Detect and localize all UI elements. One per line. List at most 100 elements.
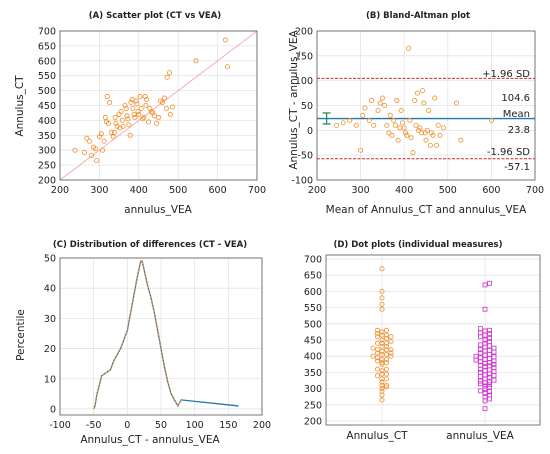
dot-ct [379, 361, 385, 367]
y-tick-label: 600 [304, 287, 322, 298]
scatter-point [126, 122, 132, 128]
panel-c-series [93, 260, 239, 410]
scatter-point [137, 94, 143, 100]
ba-point [377, 100, 383, 106]
ba-point [413, 122, 419, 128]
ba-point [421, 100, 427, 106]
ba-point [410, 150, 416, 156]
scatter-point [128, 100, 134, 106]
panel-b-reference-lines [317, 77, 535, 160]
panel-d: (D) Dot plots (individual measures) Annu… [304, 240, 541, 442]
panel-c: (C) Distribution of differences (CT - VE… [15, 240, 271, 446]
dot-vea [487, 331, 492, 336]
panel-a-identity-line [59, 30, 258, 181]
panel-d-x-ticks: Annulus_CT annulus_VEA [346, 430, 514, 442]
scatter-point [118, 108, 124, 114]
x-tick-label: 150 [219, 420, 237, 431]
x-tick-label: 600 [482, 185, 500, 196]
dot-ct [383, 352, 389, 358]
ba-point [454, 100, 460, 106]
panel-b: (B) Bland-Altman plot +1.96 SD 104.6 Mea… [288, 11, 544, 216]
dot-vea [491, 345, 497, 351]
scatter-point [143, 103, 149, 109]
dot-ct [388, 350, 394, 356]
x-tick-label: 200 [51, 185, 69, 196]
dot-ct [383, 384, 389, 390]
x-tick-label: 200 [253, 420, 271, 431]
dot-ct [379, 379, 385, 385]
ba-point [371, 122, 377, 128]
dot-ct [370, 353, 376, 359]
scatter-point [107, 100, 113, 106]
ba-point [334, 122, 340, 128]
dot-ct [383, 360, 389, 366]
dot-ct [379, 329, 385, 335]
dot-vea [478, 330, 483, 336]
ba-point [427, 142, 433, 148]
x-tick-label: 600 [209, 185, 227, 196]
ba-point [435, 122, 441, 128]
y-tick-label: 700 [304, 255, 322, 266]
panel-a-title: (A) Scatter plot (CT vs VEA) [89, 11, 222, 21]
dot-ct [374, 366, 380, 372]
scatter-point [167, 70, 173, 76]
y-tick-label: 250 [38, 161, 56, 172]
dot-ct [388, 334, 394, 340]
dot-vea [478, 378, 483, 384]
ba-point [353, 122, 359, 128]
dot-ct [379, 306, 385, 312]
identity-line [59, 30, 258, 181]
scatter-point [108, 129, 114, 135]
ba-point [368, 98, 374, 104]
dot-vea [482, 340, 488, 346]
dot-ct [379, 368, 385, 374]
y-tick-label: 350 [38, 131, 56, 142]
ba-point [389, 132, 395, 138]
y-tick-label: 0 [307, 126, 313, 137]
x-tick-label: 0 [124, 420, 130, 431]
panel-d-y-ticks: 200 250 300 350 400 450 500 550 600 650 700 [304, 255, 322, 428]
scatter-point [110, 134, 116, 140]
x-tick-label: 500 [439, 185, 457, 196]
dot-vea [491, 369, 497, 375]
dot-vea [487, 347, 492, 353]
scatter-point [72, 147, 78, 153]
scatter-point [120, 123, 126, 129]
x-tick-label: -50 [86, 420, 102, 431]
dot-vea [491, 377, 497, 383]
ba-point [366, 117, 372, 123]
scatter-point [122, 103, 128, 109]
y-tick-label: 10 [44, 374, 56, 385]
panel-b-x-ticks: 200 300 400 500 600 700 [308, 185, 544, 196]
ba-point [424, 127, 430, 133]
dot-ct [383, 356, 389, 362]
ba-point [387, 112, 393, 118]
panel-b-lower-label: -1.96 SD [487, 147, 530, 158]
dot-vea [487, 363, 492, 369]
scatter-point [154, 120, 160, 126]
y-tick-label: 500 [38, 86, 56, 97]
category-label: annulus_VEA [446, 430, 515, 442]
dot-vea [482, 282, 488, 288]
dot-ct [383, 376, 389, 382]
panel-b-lower-value: -57.1 [504, 162, 530, 173]
scatter-point [155, 114, 161, 120]
scatter-point [148, 108, 154, 114]
scatter-point [159, 100, 165, 106]
y-tick-label: 300 [38, 146, 56, 157]
y-tick-label: 400 [304, 352, 322, 363]
y-tick-label: 40 [44, 284, 56, 295]
y-tick-label: 200 [38, 176, 56, 187]
dot-ct [383, 327, 389, 333]
dot-ct [374, 350, 380, 356]
panel-b-upper-label: +1.96 SD [482, 69, 530, 80]
panel-b-y-ticks: -100 -50 0 50 100 150 200 [291, 27, 313, 187]
dot-ct [374, 334, 380, 340]
panel-a-x-ticks: 200 300 400 500 600 700 [51, 185, 266, 196]
dot-vea [478, 381, 483, 387]
ba-point [398, 107, 404, 113]
dot-vea [482, 337, 488, 343]
y-tick-label: 550 [38, 71, 56, 82]
x-tick-label: 500 [169, 185, 187, 196]
